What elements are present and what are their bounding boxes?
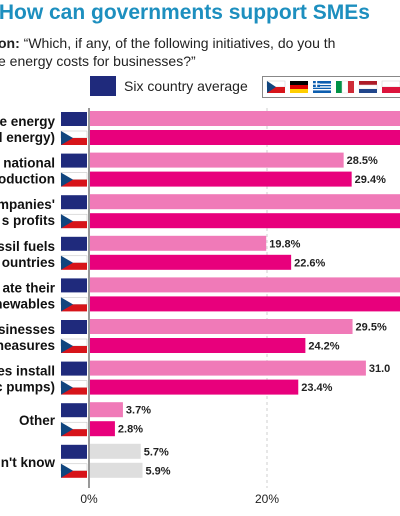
- bar-average: [90, 235, 267, 251]
- category-label: e energy: [0, 114, 55, 129]
- data-label: 3.7%: [126, 405, 151, 417]
- category-label: ate their: [2, 280, 55, 295]
- czech-flag-icon: [61, 346, 87, 353]
- category-label: mpanies': [0, 197, 55, 212]
- eu-flag-icon: [61, 153, 87, 168]
- x-tick-label: 20%: [255, 492, 279, 506]
- czech-flag-icon: [61, 214, 73, 229]
- eu-flag-icon: [61, 361, 87, 376]
- bar-average: [90, 402, 123, 418]
- czech-flag-icon: [61, 380, 73, 395]
- survey-question: on: “Which, if any, of the following ini…: [0, 34, 400, 70]
- czech-flag-icon: [61, 297, 73, 312]
- category-label: n't know: [1, 455, 56, 470]
- data-label: 31.0: [369, 363, 390, 375]
- eu-flag-icon: [61, 320, 87, 334]
- data-label: 2.8%: [118, 424, 143, 436]
- bar-average: [90, 360, 366, 376]
- bar-average: [90, 194, 400, 210]
- czech-flag-icon: [61, 422, 73, 437]
- data-label: 5.7%: [144, 446, 169, 458]
- data-label: 23.4%: [301, 382, 332, 394]
- category-label: s profits: [2, 213, 55, 228]
- czech-flag-icon: [61, 179, 87, 187]
- category-label: sinesses: [0, 322, 55, 337]
- legend-flags: [262, 76, 400, 98]
- czech-flag-icon: [61, 387, 87, 395]
- legend-label-average: Six country average: [124, 78, 248, 94]
- czech-flag-icon: [61, 255, 73, 270]
- data-label: 22.6%: [294, 257, 325, 269]
- czech-flag-icon: [61, 131, 73, 145]
- czech-flag-icon: [61, 221, 87, 229]
- eu-flag-icon: [61, 444, 87, 459]
- category-label: c pumps): [0, 380, 55, 395]
- category-label: ssil fuels: [0, 239, 55, 254]
- data-label: 24.2%: [308, 341, 339, 353]
- category-label: ountries: [2, 255, 55, 270]
- bar-czech: [90, 338, 306, 353]
- czech-flag-icon: [61, 138, 87, 145]
- data-label: 29.5%: [356, 322, 387, 334]
- eu-flag-icon: [61, 278, 87, 293]
- bar-average: [90, 319, 353, 334]
- category-label: l energy): [0, 130, 55, 145]
- eu-flag-icon: [61, 236, 87, 251]
- czech-flag-icon: [61, 429, 87, 437]
- bar-czech: [90, 171, 352, 187]
- czech-flag-icon: [61, 262, 87, 270]
- data-label: 28.5%: [347, 155, 378, 167]
- bar-czech: [90, 421, 115, 437]
- question-label: on:: [0, 35, 20, 51]
- legend-swatch-average: [90, 76, 116, 96]
- bar-average: [90, 152, 344, 168]
- bar-czech: [90, 296, 400, 312]
- bar-czech: [90, 462, 143, 478]
- category-label: es install: [0, 364, 55, 379]
- bar-czech: [90, 254, 292, 270]
- czech-flag-icon: [61, 463, 73, 478]
- data-label: 19.8%: [269, 238, 300, 250]
- data-label: 5.9%: [146, 465, 171, 477]
- czech-flag-icon: [61, 172, 73, 187]
- data-label: 29.4%: [355, 174, 386, 186]
- bar-czech: [90, 130, 400, 145]
- country-flags-icon: [266, 80, 400, 94]
- category-label: Other: [19, 413, 56, 428]
- eu-flag-icon: [61, 112, 87, 126]
- category-label: newables: [0, 296, 55, 311]
- category-label: national: [3, 156, 55, 171]
- eu-flag-icon: [61, 195, 87, 210]
- x-tick-label: 0%: [80, 492, 98, 506]
- czech-flag-icon: [61, 339, 73, 353]
- bar-czech: [90, 379, 299, 395]
- czech-flag-icon: [61, 304, 87, 312]
- category-label: oduction: [0, 172, 55, 187]
- bar-average: [90, 277, 400, 293]
- bar-average: [90, 111, 400, 126]
- bar-average: [90, 443, 141, 459]
- bar-czech: [90, 213, 400, 229]
- chart-title: : How can governments support SMEs: [0, 1, 370, 24]
- question-text: “Which, if any, of the following initiat…: [0, 35, 336, 69]
- category-label: neasures: [0, 338, 55, 353]
- czech-flag-icon: [61, 470, 87, 478]
- eu-flag-icon: [61, 403, 87, 418]
